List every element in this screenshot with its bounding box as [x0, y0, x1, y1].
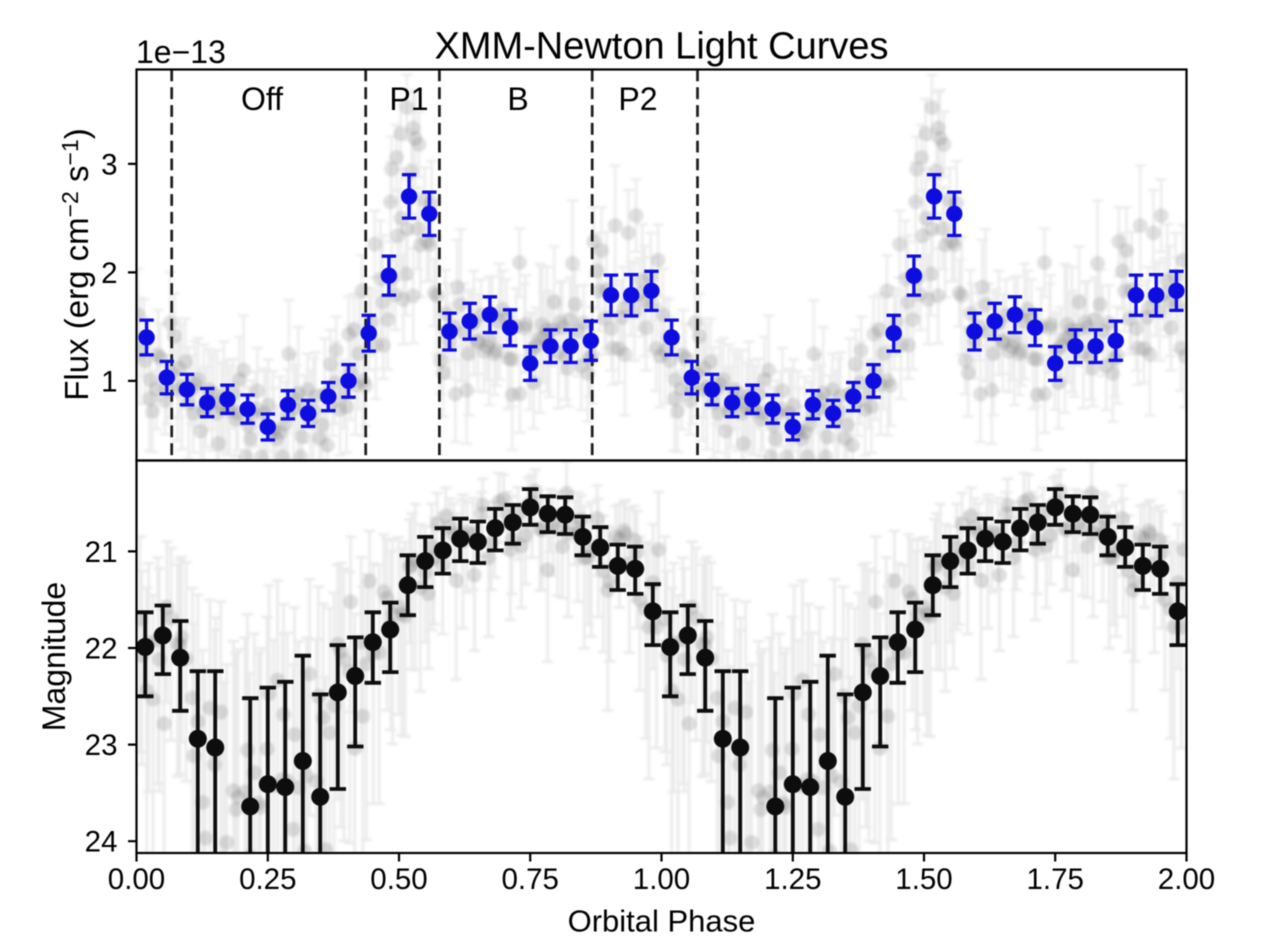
svg-text:Orbital Phase: Orbital Phase: [568, 904, 756, 939]
svg-text:Flux (erg cm−2 s−1): Flux (erg cm−2 s−1): [57, 128, 95, 401]
svg-text:22: 22: [85, 633, 118, 666]
svg-text:1e−13: 1e−13: [136, 34, 226, 70]
svg-text:3: 3: [101, 148, 117, 181]
svg-text:B: B: [507, 81, 528, 117]
svg-text:24: 24: [85, 826, 118, 859]
svg-text:1.25: 1.25: [764, 863, 821, 896]
svg-text:0.50: 0.50: [370, 863, 427, 896]
svg-text:2.00: 2.00: [1158, 863, 1215, 896]
svg-text:P2: P2: [618, 81, 657, 117]
svg-text:23: 23: [85, 729, 118, 762]
svg-text:XMM-Newton Light Curves: XMM-Newton Light Curves: [434, 26, 888, 68]
svg-text:Off: Off: [241, 81, 283, 117]
svg-text:1.50: 1.50: [895, 863, 952, 896]
svg-text:2: 2: [101, 257, 117, 290]
svg-text:1.75: 1.75: [1026, 863, 1083, 896]
svg-text:P1: P1: [389, 81, 428, 117]
svg-text:Magnitude: Magnitude: [36, 582, 72, 731]
svg-text:0.00: 0.00: [108, 863, 165, 896]
svg-text:1.00: 1.00: [633, 863, 690, 896]
svg-text:1: 1: [101, 365, 117, 398]
svg-text:0.25: 0.25: [239, 863, 296, 896]
svg-text:0.75: 0.75: [501, 863, 558, 896]
svg-text:21: 21: [85, 536, 118, 569]
